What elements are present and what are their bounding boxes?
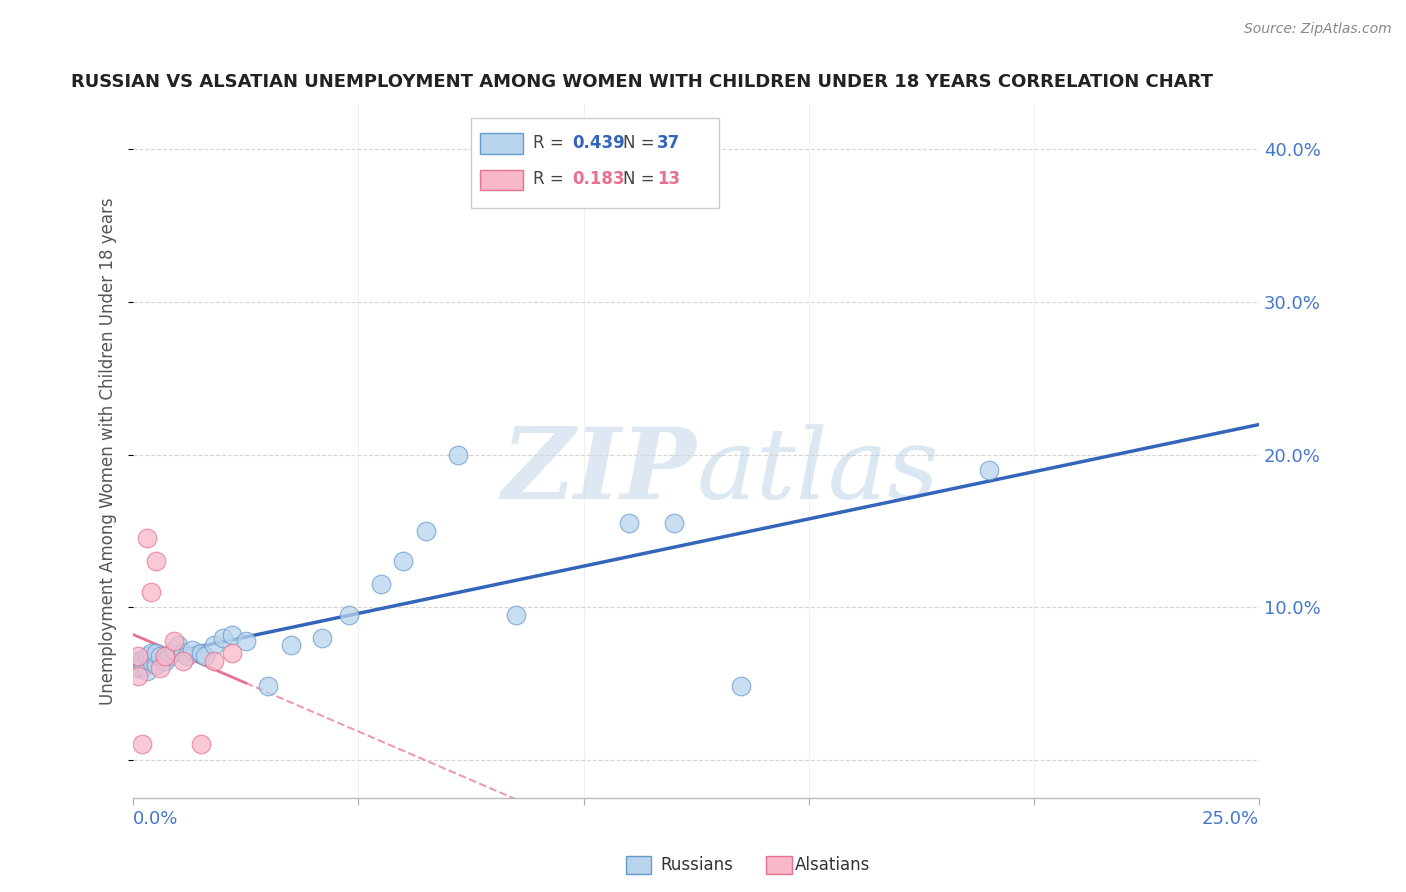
Point [190,646,212,660]
Text: 37: 37 [657,134,681,152]
Point [163,643,186,657]
Point [202,654,225,668]
Point [131,738,153,752]
Point [176,648,198,663]
Point [167,638,190,652]
Text: atlas: atlas [696,424,939,519]
Point [135,648,157,663]
Text: R =: R = [533,134,569,152]
Text: RUSSIAN VS ALSATIAN UNEMPLOYMENT AMONG WOMEN WITH CHILDREN UNDER 18 YEARS CORREL: RUSSIAN VS ALSATIAN UNEMPLOYMENT AMONG W… [72,73,1213,91]
Point [153,654,176,668]
Text: 0.183: 0.183 [572,169,624,187]
Text: Russians: Russians [661,856,734,874]
Text: N =: N = [623,134,659,152]
Point [135,532,157,546]
Point [131,661,153,675]
Point [194,648,217,663]
Point [180,643,202,657]
Point [370,577,392,591]
Point [617,516,640,531]
Point [977,463,1000,477]
Text: ZIP: ZIP [501,424,696,520]
Text: 0.439: 0.439 [572,134,626,152]
Point [446,448,468,462]
Point [235,633,257,648]
Point [257,680,280,694]
Point [145,554,167,568]
FancyBboxPatch shape [471,118,718,208]
Point [172,646,194,660]
FancyBboxPatch shape [479,133,523,153]
Point [141,646,163,660]
Point [131,654,153,668]
Point [212,631,235,645]
Point [145,646,167,660]
Point [149,648,172,663]
Point [127,654,149,668]
Point [145,658,167,673]
Y-axis label: Unemployment Among Women with Children Under 18 years: Unemployment Among Women with Children U… [100,197,117,705]
Point [149,661,172,675]
Point [280,638,302,652]
Point [221,627,243,641]
Point [127,669,149,683]
Point [157,648,180,663]
FancyBboxPatch shape [479,169,523,190]
Text: 13: 13 [657,169,681,187]
Point [163,633,186,648]
Point [221,646,243,660]
Point [392,554,415,568]
Text: N =: N = [623,169,659,187]
Text: Alsatians: Alsatians [794,856,870,874]
Point [141,585,163,599]
Point [662,516,685,531]
Point [505,607,527,622]
Point [153,648,176,663]
Point [311,631,333,645]
Point [127,661,149,675]
Text: Source: ZipAtlas.com: Source: ZipAtlas.com [1244,22,1392,37]
Point [172,654,194,668]
Point [730,680,752,694]
Point [190,738,212,752]
Text: R =: R = [533,169,569,187]
Point [415,524,437,538]
Point [127,648,149,663]
Point [339,607,361,622]
Point [141,654,163,668]
Point [135,664,157,678]
Text: 0.0%: 0.0% [134,810,179,828]
Point [202,638,225,652]
Text: 25.0%: 25.0% [1202,810,1258,828]
